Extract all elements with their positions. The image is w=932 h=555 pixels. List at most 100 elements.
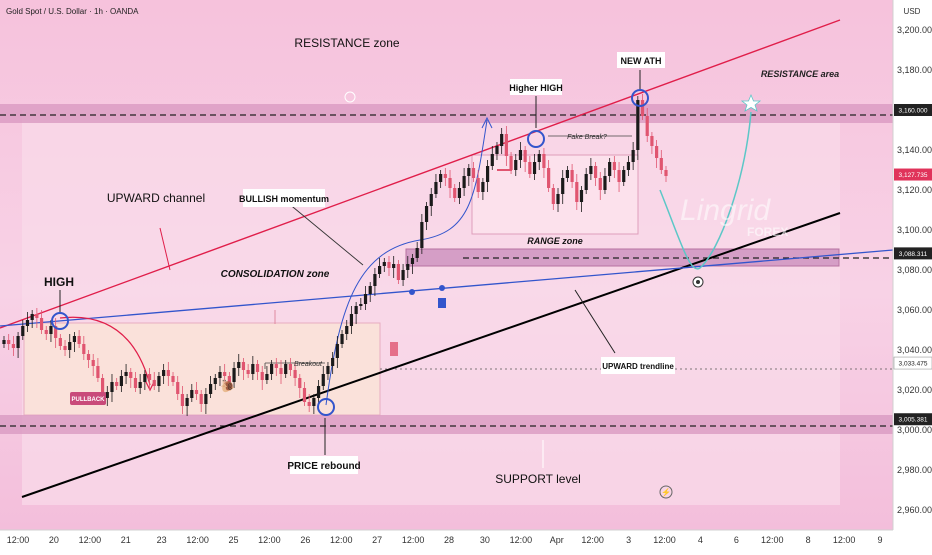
candle-body bbox=[650, 136, 654, 146]
candle-body bbox=[504, 134, 508, 156]
candle-body bbox=[152, 380, 156, 386]
candle-body bbox=[406, 264, 410, 270]
candle-body bbox=[77, 336, 81, 344]
price-label-box bbox=[894, 413, 932, 426]
candle-body bbox=[410, 258, 415, 264]
candle-body bbox=[612, 162, 616, 170]
eye-pupil-icon bbox=[696, 280, 700, 284]
x-tick-label: 8 bbox=[806, 535, 811, 545]
trendline-pointer bbox=[574, 289, 616, 354]
bullish-pointer bbox=[281, 197, 364, 266]
candle-body bbox=[218, 372, 222, 378]
candle-body bbox=[232, 368, 236, 382]
channel-shade bbox=[22, 110, 840, 505]
label-upward-trendline: UPWARD trendline bbox=[602, 362, 674, 371]
candle-body bbox=[514, 160, 518, 170]
x-tick-label: 6 bbox=[734, 535, 739, 545]
candle-body bbox=[2, 340, 6, 344]
x-tick-label: 20 bbox=[49, 535, 59, 545]
candle-body bbox=[575, 182, 579, 202]
candle-body bbox=[434, 182, 438, 194]
candle-body bbox=[288, 364, 292, 370]
y-tick-label: 3,060.000 bbox=[897, 305, 932, 315]
label-resistance-area: RESISTANCE area bbox=[761, 69, 839, 79]
higher-high-marker-circle[interactable] bbox=[527, 130, 545, 148]
high-marker-circle[interactable] bbox=[51, 312, 69, 330]
candle-body bbox=[518, 150, 523, 160]
x-tick-label: 12:00 bbox=[7, 535, 30, 545]
candle-body bbox=[307, 402, 311, 406]
candle-body bbox=[208, 384, 213, 394]
candle-body bbox=[349, 314, 354, 326]
candle-body bbox=[265, 374, 269, 380]
candle-body bbox=[96, 366, 100, 378]
candle-body bbox=[110, 382, 114, 392]
x-tick-label: 12:00 bbox=[402, 535, 425, 545]
time-axis[interactable] bbox=[0, 530, 893, 550]
price-label: 3,160.000 bbox=[899, 108, 928, 115]
label-upward-channel: UPWARD channel bbox=[107, 191, 205, 205]
candle-body bbox=[143, 374, 147, 382]
candle-body bbox=[448, 178, 452, 188]
target-star-icon bbox=[740, 93, 762, 112]
candle-body bbox=[373, 274, 377, 286]
candle-body bbox=[312, 398, 316, 406]
candle-body bbox=[30, 314, 34, 320]
upward-channel-pointer bbox=[159, 227, 171, 271]
x-ticks: 12:00 20 12:00 21 23 12:00 25 12:00 26 12:00 27 12:… bbox=[7, 535, 883, 545]
candle-body bbox=[58, 338, 62, 346]
candle-body bbox=[237, 362, 241, 368]
x-tick-label: 12:00 bbox=[330, 535, 353, 545]
candle-body bbox=[63, 346, 67, 350]
candle-body bbox=[396, 264, 400, 280]
x-tick-label: 12:00 bbox=[653, 535, 676, 545]
blue-dot-1 bbox=[409, 289, 415, 295]
label-new-ath: NEW ATH bbox=[621, 56, 662, 66]
x-tick-label: 23 bbox=[157, 535, 167, 545]
candle-body bbox=[340, 334, 344, 344]
candle-body bbox=[157, 376, 161, 386]
price-label: 3,033.475 bbox=[899, 361, 928, 368]
symbol-title[interactable]: Gold Spot / U.S. Dollar · 1h · OANDA bbox=[6, 7, 139, 16]
candle-body bbox=[500, 134, 504, 146]
blue-dot-2 bbox=[439, 285, 445, 291]
candle-body bbox=[485, 166, 490, 182]
candle-body bbox=[368, 286, 372, 294]
rebound-marker-circle[interactable] bbox=[317, 398, 335, 416]
candle-body bbox=[655, 146, 659, 158]
candle-body bbox=[420, 222, 424, 248]
candle-body bbox=[542, 154, 546, 168]
x-tick-label: 12:00 bbox=[510, 535, 533, 545]
price-label-box bbox=[894, 247, 932, 260]
candle-body bbox=[387, 262, 391, 268]
candle-body bbox=[86, 354, 91, 360]
candle-body bbox=[528, 162, 532, 174]
candle-body bbox=[194, 390, 199, 394]
candle-body bbox=[608, 162, 612, 176]
x-tick-label: 12:00 bbox=[833, 535, 856, 545]
price-axis[interactable] bbox=[893, 0, 932, 550]
new-ath-marker-circle[interactable] bbox=[631, 89, 649, 107]
candle-body bbox=[354, 306, 358, 314]
candle-body bbox=[147, 374, 152, 380]
label-bullish: BULLISH momentum bbox=[239, 194, 329, 204]
y-tick-label: 3,100.000 bbox=[897, 225, 932, 235]
price-label-box bbox=[894, 104, 932, 116]
label-price-rebound: PRICE rebound bbox=[287, 461, 360, 472]
label-breakout: Breakout bbox=[294, 361, 323, 368]
candle-body bbox=[185, 398, 189, 406]
candle-body bbox=[39, 318, 44, 330]
candle-body bbox=[21, 326, 25, 336]
currency-label[interactable]: USD bbox=[904, 7, 921, 16]
lightning-icon[interactable] bbox=[659, 485, 673, 499]
candle-body bbox=[124, 372, 128, 376]
candle-body bbox=[457, 188, 462, 198]
alarm-icon[interactable] bbox=[344, 91, 356, 103]
candle-body bbox=[72, 336, 77, 342]
x-tick-label: Apr bbox=[550, 535, 564, 545]
x-tick-label: 3 bbox=[626, 535, 631, 545]
candle-body bbox=[91, 360, 95, 366]
candle-body bbox=[363, 294, 368, 304]
